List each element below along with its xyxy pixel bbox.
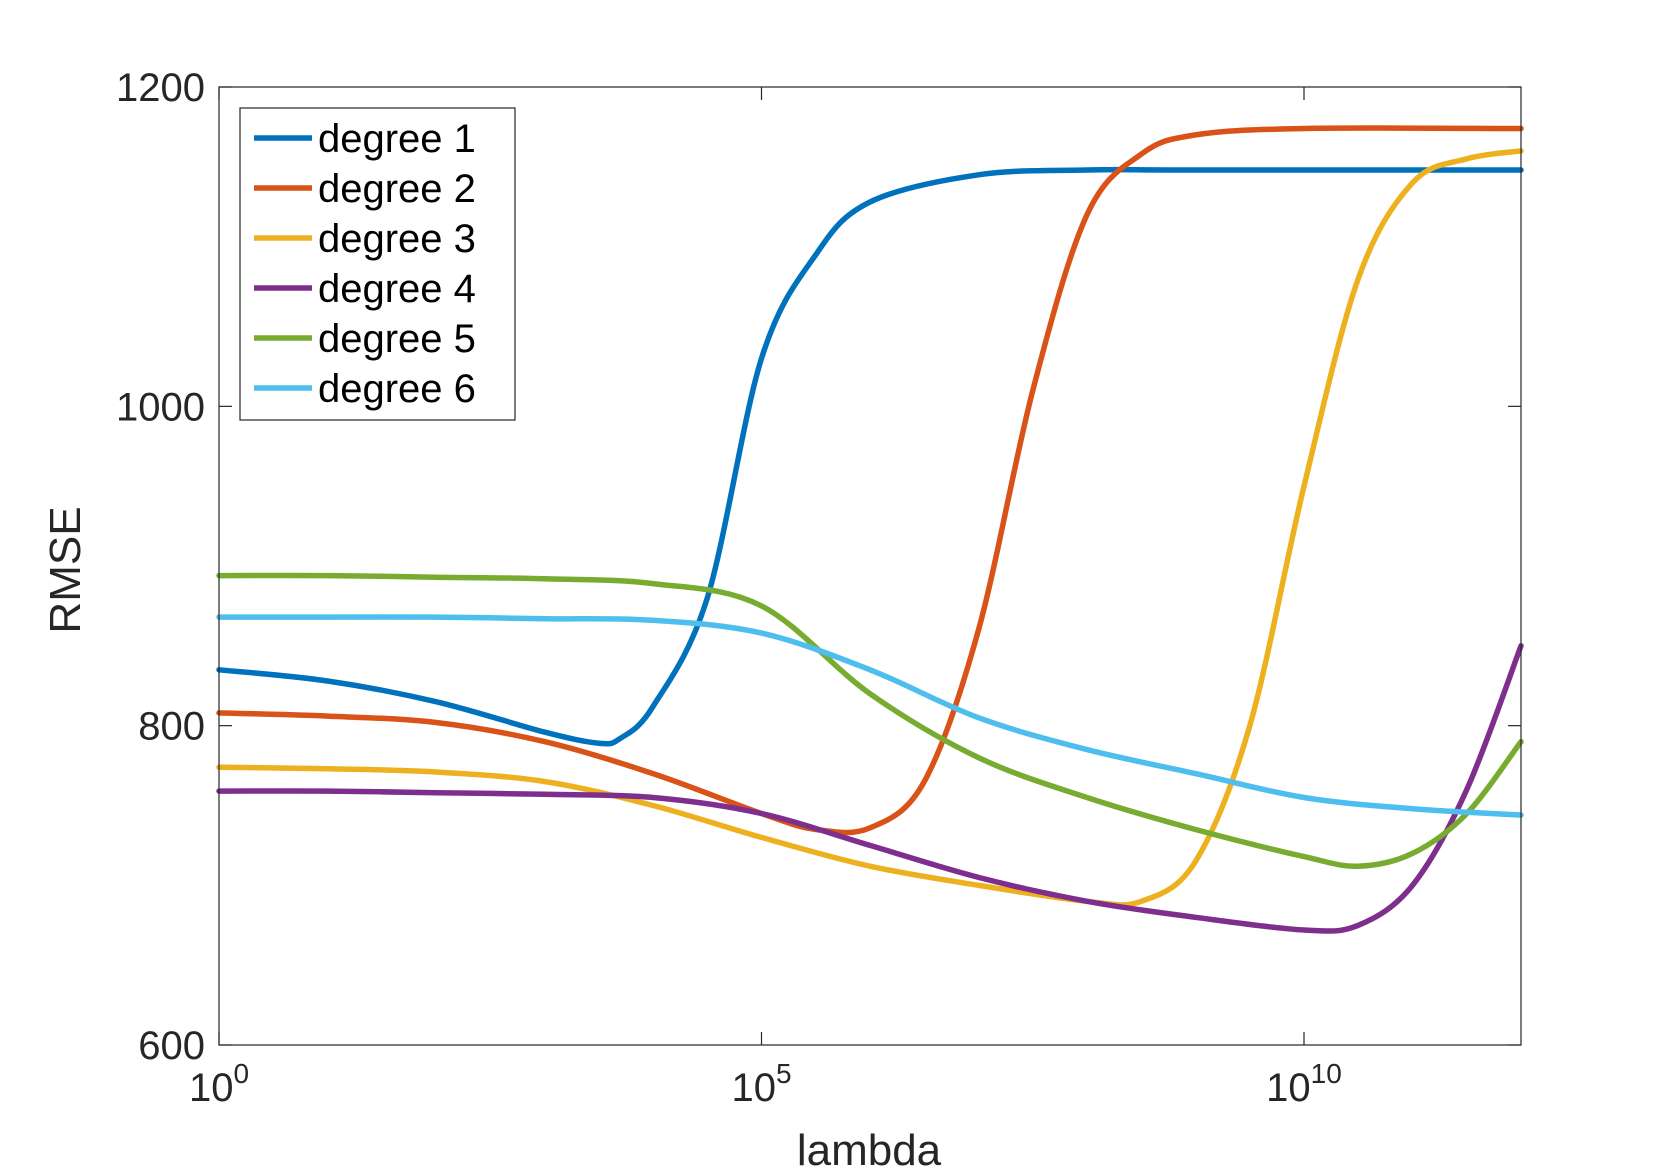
series-line-degree-2 bbox=[216, 125, 1524, 836]
x-tick-label: 1010 bbox=[1266, 1058, 1342, 1110]
y-axis-title: RMSE bbox=[41, 506, 90, 633]
axis-frame bbox=[218, 86, 1522, 1046]
legend-label-degree-2: degree 2 bbox=[318, 167, 476, 211]
plot-area bbox=[216, 125, 1524, 934]
legend-box bbox=[239, 107, 516, 421]
legend: degree 1 degree 2 degree 3 degree 4 degree 5… bbox=[239, 107, 516, 421]
series-line-degree-1 bbox=[216, 166, 1524, 747]
y-tick-label: 600 bbox=[138, 1024, 205, 1068]
legend-label-degree-5: degree 5 bbox=[318, 317, 476, 361]
x-axis-title: lambda bbox=[797, 1126, 942, 1172]
legend-label-degree-4: degree 4 bbox=[318, 267, 476, 311]
legend-label-degree-1: degree 1 bbox=[318, 117, 476, 161]
series-line-degree-4 bbox=[216, 643, 1524, 934]
legend-label-degree-3: degree 3 bbox=[318, 217, 476, 261]
y-tick-label: 1000 bbox=[116, 385, 205, 429]
legend-label-degree-6: degree 6 bbox=[318, 367, 476, 411]
series-line-degree-5 bbox=[216, 572, 1524, 869]
x-tick-label: 100 bbox=[189, 1058, 249, 1110]
y-tick-label: 800 bbox=[138, 705, 205, 749]
axes: 600 800 1000 1200 100 105 1010 bbox=[116, 66, 1522, 1110]
y-tick-label: 1200 bbox=[116, 66, 205, 110]
x-tick-label: 105 bbox=[731, 1058, 791, 1110]
series-line-degree-6 bbox=[216, 614, 1524, 818]
